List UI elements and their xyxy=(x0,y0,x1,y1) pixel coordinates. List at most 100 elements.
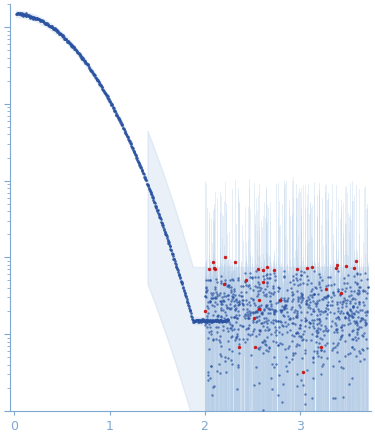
Point xyxy=(90,71,96,78)
Point xyxy=(195,316,201,323)
Point xyxy=(357,271,363,277)
Point xyxy=(290,315,296,322)
Point xyxy=(228,297,234,304)
Point xyxy=(178,277,184,284)
Point xyxy=(302,350,308,357)
Point xyxy=(349,336,355,343)
Point xyxy=(134,154,140,161)
Point xyxy=(251,314,257,321)
Point xyxy=(264,279,270,286)
Point xyxy=(246,322,252,329)
Point xyxy=(248,309,254,316)
Point xyxy=(220,280,226,287)
Point xyxy=(90,70,96,77)
Point xyxy=(281,296,287,303)
Point xyxy=(220,327,226,334)
Point xyxy=(56,30,62,37)
Point xyxy=(303,317,309,324)
Point xyxy=(99,85,105,92)
Point xyxy=(114,111,120,118)
Point xyxy=(325,281,331,288)
Point xyxy=(360,288,366,295)
Point xyxy=(243,277,249,284)
Point xyxy=(315,343,321,350)
Point xyxy=(111,108,117,114)
Point xyxy=(105,95,111,102)
Point xyxy=(319,276,325,283)
Point xyxy=(70,44,76,51)
Point xyxy=(247,310,253,317)
Point xyxy=(264,333,270,340)
Point xyxy=(310,375,316,382)
Point xyxy=(205,298,211,305)
Point xyxy=(185,299,191,306)
Point xyxy=(203,288,209,295)
Point xyxy=(314,333,320,340)
Point xyxy=(38,17,44,24)
Point xyxy=(57,30,63,37)
Point xyxy=(78,54,84,61)
Point xyxy=(115,115,121,122)
Point xyxy=(291,309,297,316)
Point xyxy=(212,293,218,300)
Point xyxy=(74,49,80,55)
Point xyxy=(275,288,281,295)
Point xyxy=(253,333,259,340)
Point xyxy=(294,340,300,347)
Point xyxy=(309,395,315,402)
Point xyxy=(252,309,258,316)
Point xyxy=(214,317,220,324)
Point xyxy=(326,292,332,299)
Point xyxy=(284,329,290,336)
Point xyxy=(122,128,128,135)
Point xyxy=(317,311,323,318)
Point xyxy=(324,302,330,309)
Point xyxy=(334,348,340,355)
Point xyxy=(152,202,158,209)
Point xyxy=(212,317,218,324)
Point xyxy=(100,87,106,94)
Point xyxy=(213,295,219,302)
Point xyxy=(261,406,267,413)
Point xyxy=(225,292,231,299)
Point xyxy=(335,307,341,314)
Point xyxy=(73,46,79,53)
Point xyxy=(252,309,258,316)
Point xyxy=(167,243,173,250)
Point xyxy=(214,312,220,319)
Point xyxy=(304,272,310,279)
Point xyxy=(297,304,303,311)
Point xyxy=(105,95,111,102)
Point xyxy=(344,279,350,286)
Point xyxy=(276,422,282,429)
Point xyxy=(332,343,338,350)
Point xyxy=(74,47,80,54)
Point xyxy=(254,284,260,291)
Point xyxy=(299,290,305,297)
Point xyxy=(132,151,138,158)
Point xyxy=(290,289,296,296)
Point xyxy=(342,314,348,321)
Point xyxy=(127,138,133,145)
Point xyxy=(251,326,257,333)
Point xyxy=(336,357,342,364)
Point xyxy=(203,317,209,324)
Point xyxy=(273,326,279,333)
Point xyxy=(290,276,296,283)
Point xyxy=(106,97,112,104)
Point xyxy=(85,61,91,68)
Point xyxy=(110,104,116,111)
Point xyxy=(252,382,258,389)
Point xyxy=(228,305,234,312)
Point xyxy=(242,278,248,285)
Point xyxy=(327,308,333,315)
Point xyxy=(309,330,315,337)
Point xyxy=(172,261,178,268)
Point xyxy=(233,333,239,340)
Point xyxy=(80,55,86,62)
Point xyxy=(254,318,260,325)
Point xyxy=(363,311,369,318)
Point xyxy=(323,304,329,311)
Point xyxy=(287,279,293,286)
Point xyxy=(266,305,272,312)
